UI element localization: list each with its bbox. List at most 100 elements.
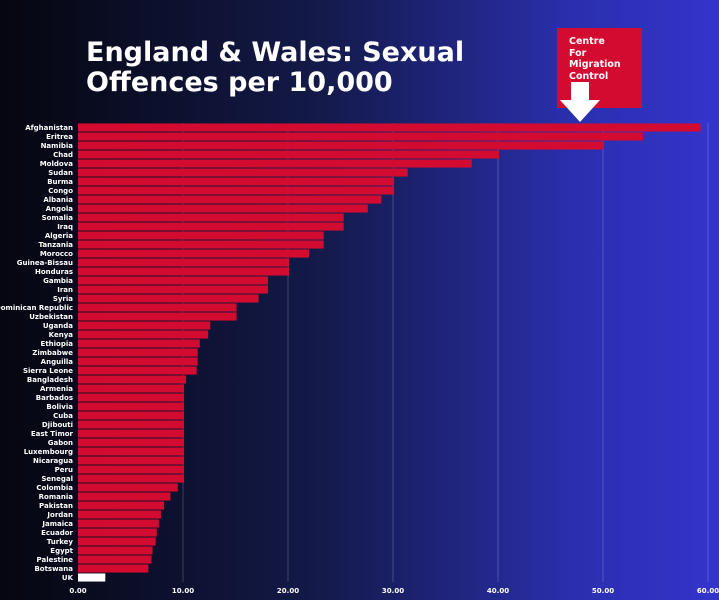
bar bbox=[78, 447, 185, 456]
bar bbox=[78, 384, 185, 393]
category-label: Sierra Leone bbox=[23, 367, 73, 375]
category-label: Moldova bbox=[40, 160, 74, 168]
category-label: Uganda bbox=[43, 322, 73, 330]
logo-text-line-4: Control bbox=[569, 70, 609, 82]
bar bbox=[78, 501, 165, 510]
category-label: Luxembourg bbox=[24, 448, 73, 456]
category-label: Cuba bbox=[53, 412, 73, 420]
x-tick-label: 60.00 bbox=[697, 587, 719, 595]
category-labels: AfghanistanEritreaNamibiaChadMoldovaSuda… bbox=[0, 124, 74, 582]
category-label: Peru bbox=[55, 466, 73, 474]
category-label: Bolivia bbox=[46, 403, 73, 411]
category-label: Ethiopia bbox=[41, 340, 74, 348]
bar bbox=[78, 231, 324, 240]
category-label: Ecuador bbox=[41, 529, 73, 537]
category-label: Egypt bbox=[50, 547, 73, 555]
category-label: Syria bbox=[53, 295, 73, 303]
category-label: Dominican Republic bbox=[0, 304, 73, 312]
category-label: Iraq bbox=[57, 223, 73, 231]
category-label: Morocco bbox=[40, 250, 73, 258]
category-label: Namibia bbox=[41, 142, 74, 150]
bar bbox=[78, 195, 382, 204]
bar bbox=[78, 150, 500, 159]
bar bbox=[78, 186, 395, 195]
bar bbox=[78, 204, 368, 213]
category-label: Gabon bbox=[48, 439, 73, 447]
category-label: Gambia bbox=[43, 277, 73, 285]
bar bbox=[78, 258, 290, 267]
bars bbox=[78, 123, 701, 582]
bar bbox=[78, 429, 185, 438]
bar bbox=[78, 267, 290, 276]
bar bbox=[78, 465, 185, 474]
bar bbox=[78, 510, 161, 519]
bar bbox=[78, 546, 153, 555]
bar bbox=[78, 177, 395, 186]
bar bbox=[78, 249, 309, 258]
category-label: Jordan bbox=[46, 511, 73, 519]
category-label: Anguilla bbox=[41, 358, 74, 366]
category-label: Bangladesh bbox=[27, 376, 73, 384]
bar bbox=[78, 555, 152, 564]
down-arrow-icon bbox=[560, 82, 600, 122]
category-label: Turkey bbox=[47, 538, 74, 546]
logo-text-line-1: Centre bbox=[569, 36, 605, 47]
category-label: Congo bbox=[48, 187, 73, 195]
x-tick-label: 40.00 bbox=[487, 587, 509, 595]
bar bbox=[78, 303, 237, 312]
bar bbox=[78, 528, 157, 537]
bar bbox=[78, 123, 701, 132]
category-label: Botswana bbox=[34, 565, 73, 573]
bar bbox=[78, 375, 187, 384]
bar bbox=[78, 411, 185, 420]
bar bbox=[78, 483, 178, 492]
bar bbox=[78, 312, 237, 321]
category-label: Kenya bbox=[49, 331, 74, 339]
category-label: Eritrea bbox=[46, 133, 73, 141]
category-label: Senegal bbox=[41, 475, 73, 483]
category-label: Somalia bbox=[42, 214, 74, 222]
bar bbox=[78, 213, 344, 222]
category-label: Uzbekistan bbox=[29, 313, 73, 321]
bar bbox=[78, 294, 259, 303]
bar bbox=[78, 492, 171, 501]
gridlines bbox=[182, 123, 709, 582]
bar bbox=[78, 276, 269, 285]
category-label: Nicaragua bbox=[33, 457, 73, 465]
bar bbox=[78, 537, 156, 546]
bar bbox=[78, 132, 643, 141]
category-label: Burma bbox=[47, 178, 73, 186]
chart-title: England & Wales: Sexual Offences per 10,… bbox=[86, 38, 464, 98]
x-tick-label: 20.00 bbox=[277, 587, 299, 595]
category-label: Palestine bbox=[37, 556, 74, 564]
category-label: Guinea-Bissau bbox=[17, 259, 73, 267]
bar bbox=[78, 321, 211, 330]
bar bbox=[78, 519, 159, 528]
bar bbox=[78, 438, 185, 447]
bar bbox=[78, 348, 198, 357]
bar bbox=[78, 402, 185, 411]
bar bbox=[78, 393, 185, 402]
bar bbox=[78, 222, 344, 231]
bar bbox=[78, 366, 197, 375]
category-label: East Timor bbox=[31, 430, 74, 438]
category-label: Zimbabwe bbox=[32, 349, 73, 357]
category-label: Pakistan bbox=[39, 502, 73, 510]
chart-title-line-1: England & Wales: Sexual bbox=[86, 37, 465, 68]
bar bbox=[78, 573, 106, 582]
x-axis-tick-labels: 0.00 10.00 20.00 30.00 40.00 50.00 60.00 bbox=[69, 587, 719, 595]
category-label: Iran bbox=[57, 286, 73, 294]
chart-title-line-2: Offences per 10,000 bbox=[86, 67, 393, 98]
category-label: Djibouti bbox=[42, 421, 73, 429]
logo-text-line-3: Migration bbox=[569, 59, 621, 70]
bar bbox=[78, 168, 408, 177]
category-label: Jamaica bbox=[41, 520, 73, 528]
x-tick-label: 0.00 bbox=[69, 587, 86, 595]
category-label: Honduras bbox=[35, 268, 73, 276]
bar bbox=[78, 141, 605, 150]
bar bbox=[78, 564, 149, 573]
x-tick-label: 10.00 bbox=[172, 587, 194, 595]
bar bbox=[78, 474, 185, 483]
category-label: Armenia bbox=[40, 385, 73, 393]
logo-text-line-2: For bbox=[569, 47, 587, 59]
